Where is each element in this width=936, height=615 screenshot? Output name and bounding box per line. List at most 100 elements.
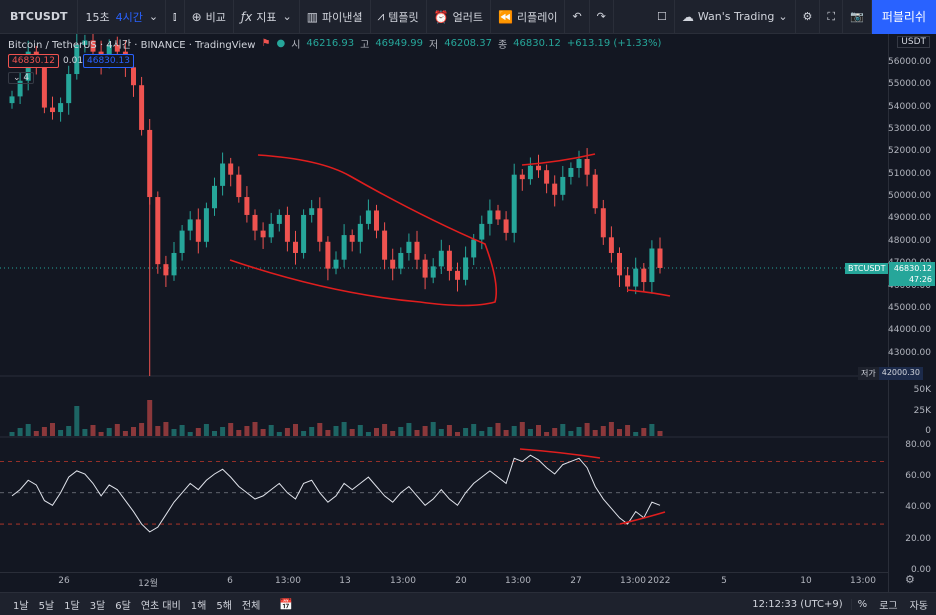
chevron-down-icon: ⌄	[282, 10, 292, 23]
function-icon: ƒx	[240, 9, 253, 24]
price-chart[interactable]	[0, 34, 888, 594]
candle-body	[544, 170, 550, 184]
volume-bar	[568, 431, 574, 436]
candle-body	[503, 219, 509, 233]
compare-button[interactable]: ⊕ 비교	[185, 0, 234, 34]
candle-body	[163, 264, 169, 276]
range-button[interactable]: 1해	[190, 600, 207, 612]
volume-bar	[228, 423, 234, 436]
last-price-tag: 46830.12 47:26	[889, 262, 935, 286]
candle-body	[576, 159, 582, 168]
volume-bar	[487, 427, 493, 436]
symbol-search-button[interactable]: BTCUSDT	[0, 0, 79, 34]
financials-button[interactable]: ▥ 파이낸셜	[300, 0, 371, 34]
interval-15s-button[interactable]: 15초	[85, 10, 110, 24]
layout-name-button[interactable]: ☁ Wan's Trading ⌄	[675, 0, 796, 34]
candle-body	[414, 241, 420, 260]
buy-price-button[interactable]: 46830.13	[83, 54, 134, 68]
volume-bar	[519, 422, 525, 436]
candle-body	[268, 223, 274, 238]
time-axis-settings-button[interactable]: ⚙	[905, 573, 915, 586]
candle-body	[633, 268, 639, 287]
undo-button[interactable]: ↶	[565, 0, 590, 34]
chevron-down-icon[interactable]: ⌄	[148, 10, 159, 23]
candle-body	[625, 275, 631, 287]
volume-axis-label: 25K	[913, 406, 931, 416]
goto-date-button[interactable]: 📅	[279, 598, 293, 611]
log-scale-toggle[interactable]: 로그	[879, 600, 898, 612]
trendline-drawing[interactable]	[229, 154, 498, 307]
range-button[interactable]: 5날	[38, 600, 55, 612]
candle-body	[50, 107, 55, 113]
candle-body	[220, 163, 226, 186]
candle-body	[584, 159, 590, 175]
candle-body	[41, 62, 47, 108]
close-label: 종	[497, 40, 508, 51]
range-button[interactable]: 1달	[64, 600, 80, 612]
volume-bar	[576, 427, 582, 436]
candle-body	[479, 223, 485, 240]
currency-label[interactable]: USDT	[897, 36, 930, 48]
range-button[interactable]: 전체	[241, 600, 261, 612]
volume-bar	[374, 428, 379, 436]
range-button[interactable]: 6달	[115, 600, 131, 612]
alert-button[interactable]: ⏰ 얼러트	[427, 0, 491, 34]
alarm-clock-icon: ⏰	[433, 9, 449, 24]
trendline-drawing[interactable]	[519, 448, 601, 459]
volume-bar	[309, 427, 315, 436]
bottom-bar: 1날 5날 1달 3달 6달 연초 대비 1해 5해 전체 📅 12:12:33 (UTC+9)…	[0, 592, 936, 615]
change-value: +613.19 (+1.33%)	[566, 38, 662, 49]
candle-body	[398, 252, 404, 269]
price-axis-label: 49000.00	[888, 213, 931, 224]
candle-body	[519, 174, 525, 180]
redo-button[interactable]: ↷	[590, 0, 614, 34]
candle-body	[357, 223, 363, 242]
bar-chart-icon: ▥	[306, 9, 319, 24]
publish-button[interactable]: 퍼블리쉬	[871, 0, 936, 34]
chart-style-button[interactable]: ⫾	[166, 0, 185, 34]
collapse-indicators-button[interactable]: ⌄ 4	[8, 72, 35, 84]
volume-bar	[349, 429, 355, 436]
sell-price-button[interactable]: 46830.12	[8, 54, 59, 68]
range-button[interactable]: 3달	[89, 600, 106, 612]
rsi-axis-label: 20.00	[905, 533, 931, 544]
layout-toggle-button[interactable]: ☐	[650, 0, 675, 34]
indicators-button[interactable]: ƒx 지표 ⌄	[234, 0, 300, 34]
range-button[interactable]: 5해	[216, 600, 232, 612]
low-tag-label: 저가	[858, 367, 879, 380]
settings-button[interactable]: ⚙	[796, 0, 821, 34]
volume-bar	[414, 430, 420, 436]
redo-icon: ↷	[596, 10, 606, 23]
candle-body	[406, 241, 412, 253]
candle-body	[552, 183, 558, 195]
candle-body	[560, 176, 566, 195]
rsi-line	[11, 454, 661, 533]
volume-bar	[179, 425, 185, 436]
percent-scale-toggle[interactable]: %	[857, 598, 868, 610]
trendline-drawing[interactable]	[626, 289, 671, 297]
snapshot-button[interactable]: 📷	[843, 0, 872, 34]
calendar-icon: 📅	[279, 597, 294, 611]
time-axis[interactable]: 26 12월 6 13:00 13 13:00 20 13:00 27 13:00 2022 5 10 1…	[0, 572, 888, 590]
templates-button[interactable]: ⩘ 템플릿	[371, 0, 427, 34]
volume-bar	[584, 423, 590, 436]
range-button[interactable]: 연초 대비	[140, 600, 181, 612]
range-button[interactable]: 1날	[13, 600, 29, 612]
legend-title: Bitcoin / TetherUS · 4시간 · BINANCE · Tra…	[8, 40, 256, 51]
volume-bar	[317, 423, 323, 436]
volume-bar	[617, 429, 622, 436]
trendline-drawing[interactable]	[619, 511, 666, 525]
trendline-drawing[interactable]	[521, 153, 596, 166]
price-axis-label: 51000.00	[888, 168, 931, 179]
volume-bar	[390, 431, 396, 436]
time-axis-label: 10	[800, 576, 812, 586]
volume-bar	[552, 428, 558, 436]
fullscreen-button[interactable]: ⛶	[820, 0, 844, 34]
interval-4h-button[interactable]: 4시간	[115, 10, 143, 24]
replay-button[interactable]: ⏪ 리플레이	[491, 0, 566, 34]
volume-bar	[114, 424, 120, 436]
clock-display[interactable]: 12:12:33 (UTC+9)	[744, 598, 852, 610]
auto-scale-toggle[interactable]: 자동	[909, 600, 928, 612]
last-price-value: 46830.12	[893, 264, 932, 273]
price-axis[interactable]: USDT 56000.00 55000.00 54000.00 53000.00 520…	[888, 34, 936, 594]
